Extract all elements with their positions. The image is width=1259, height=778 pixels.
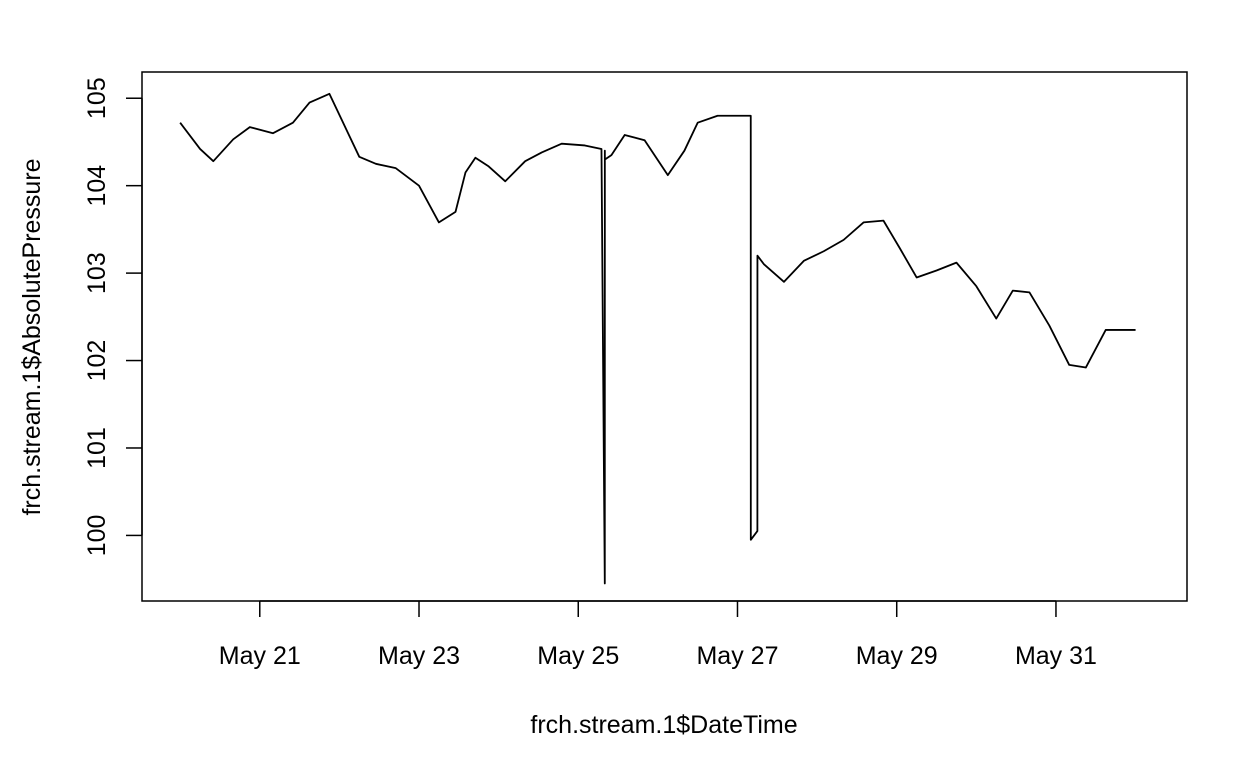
y-axis-title: frch.stream.1$AbsolutePressure (18, 158, 46, 515)
y-tick-label: 103 (83, 252, 111, 294)
x-tick-label: May 21 (219, 642, 301, 670)
x-tick-label: May 27 (696, 642, 778, 670)
series-layer (179, 92, 1136, 585)
y-tick-label: 104 (83, 165, 111, 207)
y-tick-label: 105 (83, 77, 111, 119)
x-tick-label: May 25 (537, 642, 619, 670)
y-axis: 100 101 102 103 104 105 (83, 77, 143, 557)
x-tick-label: May 23 (378, 642, 460, 670)
x-tick-label: May 31 (1015, 642, 1097, 670)
series-line-1 (179, 92, 1136, 585)
x-tick-label: May 29 (856, 642, 938, 670)
x-axis-title: frch.stream.1$DateTime (530, 711, 797, 739)
y-tick-label: 101 (83, 427, 111, 469)
y-tick-label: 102 (83, 340, 111, 382)
y-tick-label: 100 (83, 515, 111, 557)
x-axis: May 21 May 23 May 25 May 27 May 29 May 31 (219, 600, 1097, 670)
